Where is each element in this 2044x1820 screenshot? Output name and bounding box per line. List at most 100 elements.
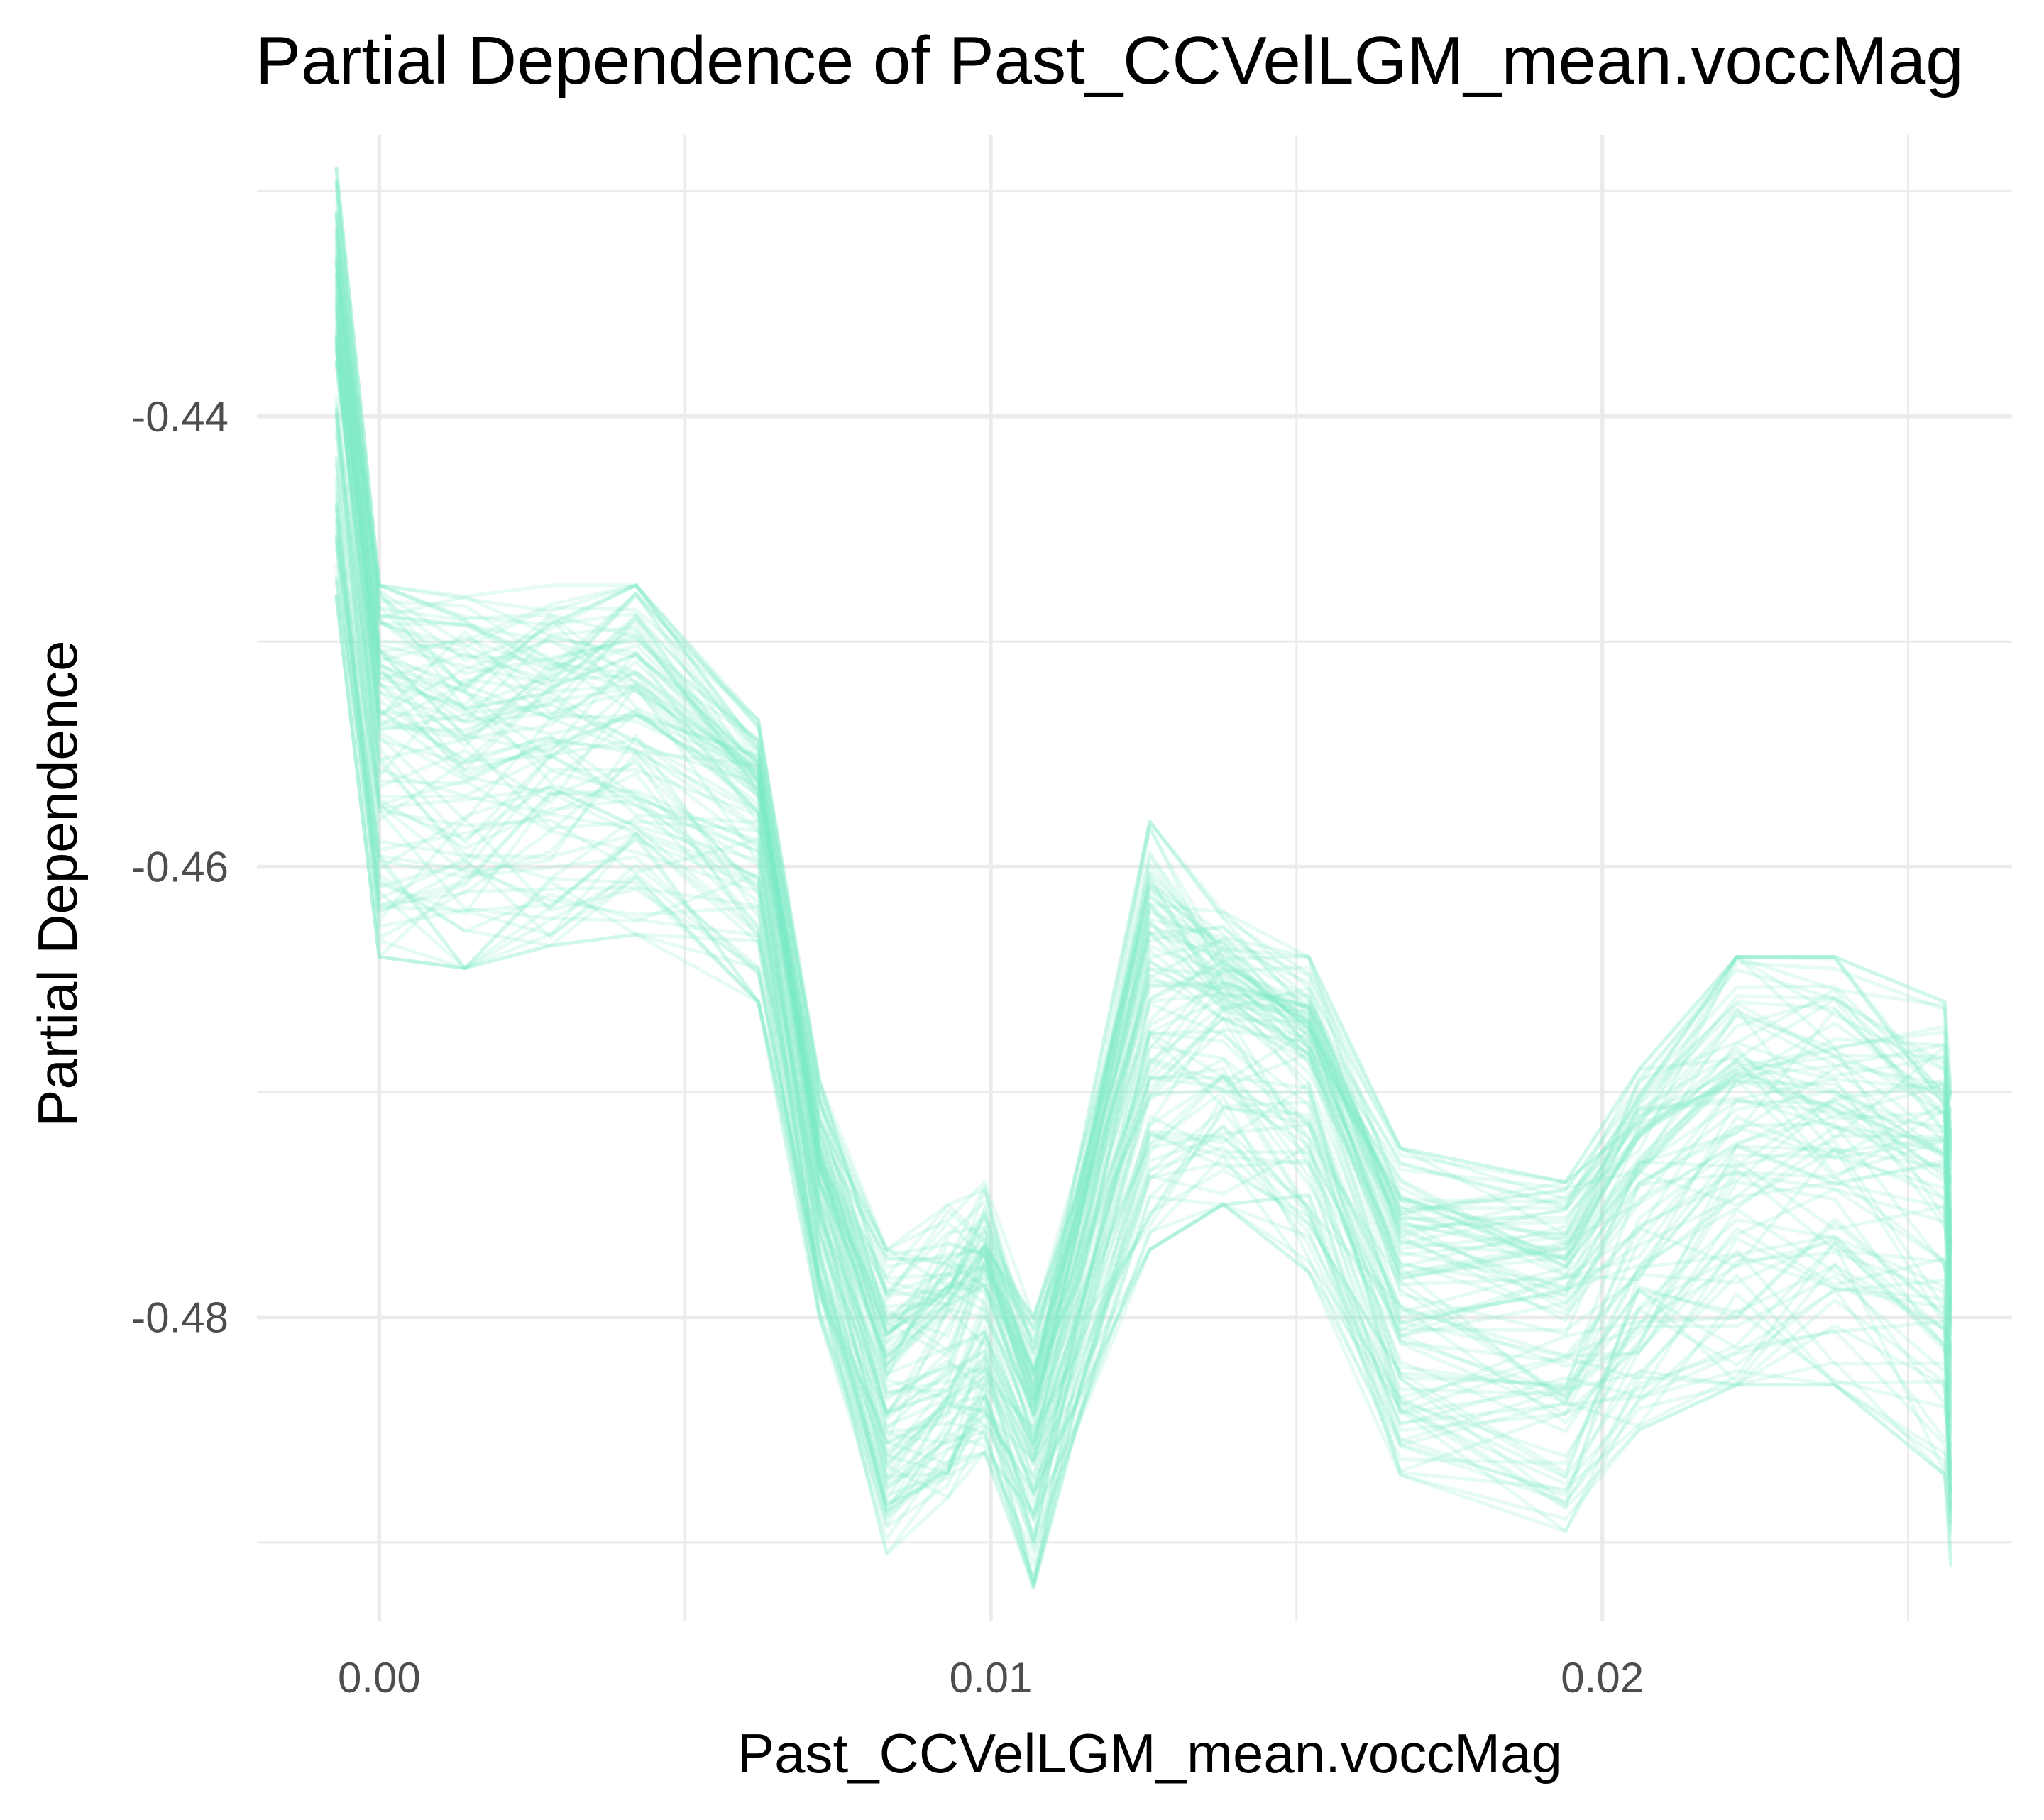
y-tick-label: -0.46 — [131, 844, 229, 891]
ice-curve — [334, 534, 1953, 1514]
ice-curve — [334, 279, 1953, 1330]
ice-curve — [334, 237, 1953, 1368]
ice-curve — [334, 416, 1953, 1456]
ice-curve — [334, 412, 1953, 1478]
ice-curve — [334, 177, 1953, 1344]
ice-curve — [334, 332, 1953, 1415]
x-axis-title: Past_CCVelLGM_mean.voccMag — [737, 1722, 1562, 1785]
ice-curve — [334, 345, 1953, 1477]
ice-curve — [334, 595, 1953, 1589]
ice-curve — [334, 329, 1953, 1396]
x-tick-label: 0.01 — [950, 1654, 1033, 1702]
x-tick-label: 0.02 — [1561, 1654, 1644, 1702]
ice-curve — [334, 228, 1953, 1391]
ice-curve — [334, 305, 1953, 1497]
ice-curve — [334, 434, 1953, 1435]
ice-curve — [334, 491, 1953, 1516]
ice-curve — [334, 272, 1953, 1401]
y-tick-label: -0.48 — [131, 1294, 229, 1341]
ice-curve — [334, 288, 1953, 1416]
ice-curve — [334, 167, 1953, 1321]
ice-curve — [334, 408, 1953, 1538]
ice-curve — [334, 546, 1953, 1506]
axes: 0.00 0.01 0.02 -0.44 -0.46 -0.48 — [131, 393, 1644, 1702]
ice-curve — [334, 285, 1953, 1417]
ice-curve — [334, 394, 1953, 1516]
ice-curve — [334, 324, 1953, 1417]
ice-curve — [334, 502, 1953, 1587]
ice-curve — [334, 507, 1953, 1494]
ice-curve — [334, 536, 1953, 1527]
ice-curve — [334, 595, 1953, 1567]
ice-curve — [334, 259, 1953, 1319]
ice-curve — [334, 180, 1953, 1351]
ice-curve — [334, 194, 1953, 1375]
ice-curve — [334, 297, 1953, 1409]
ice-curve — [334, 518, 1953, 1567]
ice-curve — [334, 505, 1953, 1526]
ice-curve — [334, 255, 1953, 1377]
ice-curve — [334, 260, 1953, 1326]
ice-curve — [334, 348, 1953, 1421]
ice-curve — [334, 482, 1953, 1550]
ice-curve — [334, 304, 1953, 1404]
ice-curve — [334, 336, 1953, 1408]
ice-curve — [334, 336, 1953, 1451]
ice-curve — [334, 167, 1953, 1319]
ice-curve — [334, 340, 1953, 1457]
ice-curve — [334, 455, 1953, 1506]
ice-curve — [334, 407, 1953, 1512]
ice-curve — [334, 361, 1953, 1450]
ice-curve — [334, 265, 1953, 1386]
ice-curve — [334, 280, 1953, 1449]
ice-curve — [334, 534, 1953, 1567]
ice-curve — [334, 295, 1953, 1360]
ice-curve — [334, 304, 1953, 1421]
ice-curve — [334, 221, 1953, 1370]
ice-curve — [334, 333, 1953, 1360]
ice-curve — [334, 402, 1953, 1515]
ice-curve — [334, 184, 1953, 1377]
ice-curve — [334, 212, 1953, 1360]
ice-curve — [334, 348, 1953, 1447]
ice-curve — [334, 302, 1953, 1386]
ice-lines — [334, 167, 1953, 1589]
ice-curve — [334, 458, 1953, 1495]
ice-curve — [334, 246, 1953, 1372]
ice-curve — [334, 358, 1953, 1446]
ice-curve — [334, 256, 1953, 1377]
ice-curve — [334, 231, 1953, 1334]
ice-curve — [334, 248, 1953, 1391]
ice-curve — [334, 291, 1953, 1405]
ice-curve — [334, 540, 1953, 1494]
x-tick-label: 0.00 — [338, 1654, 421, 1702]
ice-curve — [334, 361, 1953, 1465]
ice-curve — [334, 346, 1953, 1521]
ice-curve — [334, 315, 1953, 1383]
ice-curve — [334, 264, 1953, 1444]
ice-curve — [334, 580, 1953, 1589]
chart-title: Partial Dependence of Past_CCVelLGM_mean… — [256, 23, 1964, 99]
ice-curve — [334, 563, 1953, 1581]
ice-curve — [334, 539, 1953, 1589]
ice-curve — [334, 272, 1953, 1393]
ice-curve — [334, 462, 1953, 1460]
ice-curve — [334, 340, 1953, 1439]
ice-curve — [334, 273, 1953, 1435]
ice-curve — [334, 517, 1953, 1543]
ice-curve — [334, 337, 1953, 1399]
ice-curve — [334, 325, 1953, 1419]
ice-curve — [334, 209, 1953, 1375]
y-axis-title: Partial Dependence — [26, 640, 89, 1126]
ice-curve — [334, 360, 1953, 1466]
ice-curve — [334, 595, 1953, 1584]
ice-curve — [334, 578, 1953, 1587]
ice-curve — [334, 426, 1953, 1523]
ice-curve — [334, 216, 1953, 1331]
y-tick-label: -0.44 — [131, 393, 229, 441]
ice-curve — [334, 228, 1953, 1396]
ice-curve — [334, 474, 1953, 1517]
ice-curve — [334, 316, 1953, 1419]
